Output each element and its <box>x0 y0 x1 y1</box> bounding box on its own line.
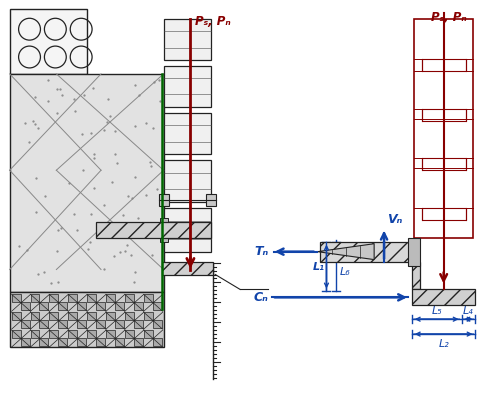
Text: L₃: L₃ <box>340 247 350 257</box>
Bar <box>58 320 68 328</box>
Text: L₄: L₄ <box>463 306 474 316</box>
Bar <box>422 109 466 121</box>
Text: Pₛ, Pₙ: Pₛ, Pₙ <box>431 11 466 24</box>
Bar <box>96 320 105 328</box>
Bar <box>87 330 96 338</box>
Bar <box>134 320 142 328</box>
Bar <box>164 160 212 202</box>
Bar <box>115 338 124 346</box>
Bar <box>20 302 30 310</box>
Bar <box>144 312 152 320</box>
Bar <box>152 320 162 328</box>
Bar <box>12 312 20 320</box>
Bar <box>77 320 86 328</box>
Bar <box>77 302 86 310</box>
Bar <box>412 290 476 305</box>
Bar <box>68 294 77 302</box>
Text: Tₙ: Tₙ <box>254 245 269 258</box>
Bar <box>320 242 418 262</box>
Bar <box>10 9 87 74</box>
Bar <box>58 338 68 346</box>
Bar <box>414 19 474 238</box>
Bar <box>412 262 420 290</box>
Bar <box>50 294 58 302</box>
Bar <box>144 294 152 302</box>
Bar <box>20 338 30 346</box>
Bar <box>125 330 134 338</box>
Bar <box>10 292 164 347</box>
Text: Vₙ: Vₙ <box>387 213 402 226</box>
Bar <box>152 302 162 310</box>
Bar <box>164 113 212 154</box>
Bar <box>96 338 105 346</box>
Bar <box>30 294 40 302</box>
Polygon shape <box>318 244 374 260</box>
Bar <box>144 330 152 338</box>
Text: L₁: L₁ <box>312 262 324 272</box>
Bar <box>134 338 142 346</box>
Bar <box>162 262 214 275</box>
Bar <box>422 208 466 220</box>
Text: Pₛ, Pₙ: Pₛ, Pₙ <box>196 15 231 28</box>
Bar <box>164 208 212 252</box>
Bar <box>12 294 20 302</box>
Bar <box>96 302 105 310</box>
Bar <box>30 330 40 338</box>
Bar <box>164 66 212 107</box>
Bar <box>87 312 96 320</box>
Text: L₅: L₅ <box>432 306 442 316</box>
Bar <box>152 338 162 346</box>
Bar <box>40 338 48 346</box>
Bar <box>164 19 212 60</box>
Bar <box>68 330 77 338</box>
Bar <box>422 158 466 170</box>
Bar <box>125 294 134 302</box>
Bar <box>10 74 164 292</box>
Bar <box>50 312 58 320</box>
Bar <box>96 222 212 238</box>
Text: Cₙ: Cₙ <box>254 291 269 304</box>
Bar <box>40 302 48 310</box>
Bar <box>77 338 86 346</box>
Bar <box>106 330 115 338</box>
Bar <box>12 330 20 338</box>
Bar <box>134 302 142 310</box>
Bar <box>30 312 40 320</box>
Text: L₆: L₆ <box>340 267 350 277</box>
Bar <box>422 59 466 71</box>
Bar <box>160 218 168 242</box>
Text: L₂: L₂ <box>438 339 449 349</box>
Bar <box>20 320 30 328</box>
Bar <box>408 238 420 266</box>
Bar <box>68 312 77 320</box>
Bar <box>158 194 168 206</box>
Bar <box>106 312 115 320</box>
Bar <box>115 302 124 310</box>
Bar <box>125 312 134 320</box>
Bar <box>206 194 216 206</box>
Bar <box>87 294 96 302</box>
Bar <box>106 294 115 302</box>
Bar <box>115 320 124 328</box>
Bar <box>58 302 68 310</box>
Bar <box>40 320 48 328</box>
Bar <box>50 330 58 338</box>
